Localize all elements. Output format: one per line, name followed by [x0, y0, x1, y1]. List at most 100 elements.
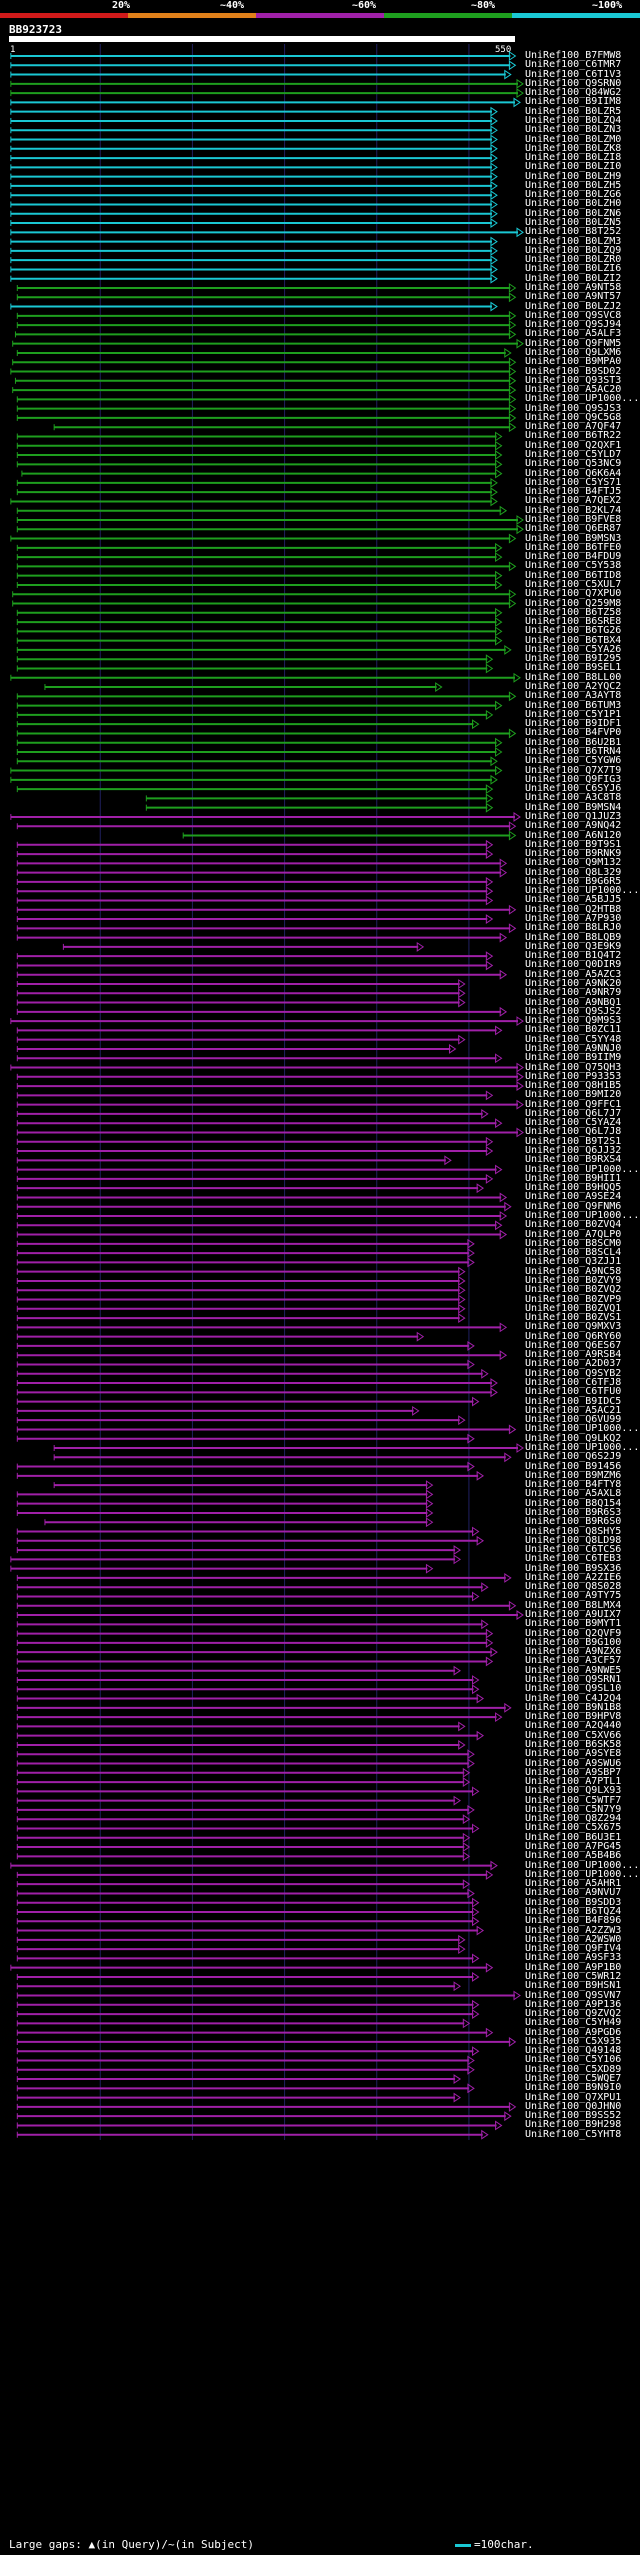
hit-label[interactable]: UniRef100_Q9FNM6 — [525, 1200, 622, 1212]
hit-label[interactable]: UniRef100_Q9LXM6 — [525, 346, 622, 358]
hit-label[interactable]: UniRef100_B9MPA0 — [525, 356, 622, 368]
hit-label[interactable]: UniRef100_C5YLD7 — [525, 449, 622, 461]
hit-label[interactable]: UniRef100_Q7XPU0 — [525, 588, 622, 600]
hit-label[interactable]: UniRef100_B9R6S0 — [525, 1516, 622, 1528]
hit-label[interactable]: UniRef100_Q3E9K9 — [525, 940, 622, 952]
hit-label[interactable]: UniRef100_B9SS52 — [525, 2110, 622, 2122]
hit-label[interactable]: UniRef100_Q9SRN1 — [525, 1674, 622, 1685]
hit-label[interactable]: UniRef100_Q9FIV4 — [525, 1943, 622, 1955]
hit-label[interactable]: UniRef100_Q8LD98 — [525, 1534, 622, 1546]
hit-label[interactable]: UniRef100_Q75QH3 — [525, 1061, 622, 1073]
hit-label[interactable]: UniRef100_B9IDC5 — [525, 1395, 622, 1407]
hit-label[interactable]: UniRef100_A5B4B6 — [525, 1850, 622, 1862]
hit-label[interactable]: UniRef100_Q6ES67 — [525, 1339, 622, 1351]
hit-label[interactable]: UniRef100_Q7XPU1 — [525, 2091, 622, 2103]
hit-label[interactable]: UniRef100_C5WTF7 — [525, 1794, 622, 1806]
hit-label[interactable]: UniRef100_Q259M8 — [525, 597, 622, 609]
hit-label[interactable]: UniRef100_C5XD89 — [525, 2063, 622, 2075]
hit-label[interactable]: UniRef100_Q6S2J9 — [525, 1451, 622, 1463]
hit-label[interactable]: UniRef100_B8LRJ0 — [525, 922, 622, 934]
hit-label[interactable]: UniRef100_B9IIM9 — [525, 1052, 622, 1064]
hit-label[interactable]: UniRef100_B9MYT1 — [525, 1618, 622, 1630]
hit-label[interactable]: UniRef100_B9FVE8 — [525, 514, 622, 525]
hit-label[interactable]: UniRef100_C6TMR7 — [525, 59, 622, 71]
hit-label[interactable]: UniRef100_C6TCS6 — [525, 1544, 622, 1556]
hit-label[interactable]: UniRef100_C5XUL7 — [525, 578, 622, 590]
hit-label[interactable]: UniRef100_B6TQZ4 — [525, 1906, 622, 1917]
hit-label[interactable]: UniRef100_Q9SYB2 — [525, 1367, 622, 1379]
hit-label[interactable]: UniRef100_B9I295 — [525, 653, 622, 665]
hit-label[interactable]: UniRef100_B6TZ58 — [525, 606, 622, 618]
hit-label[interactable]: UniRef100_B9G6R5 — [525, 875, 622, 887]
hit-label[interactable]: UniRef100_B9R6S3 — [525, 1506, 622, 1518]
hit-label[interactable]: UniRef100_A2WSW0 — [525, 1933, 622, 1945]
hit-label[interactable]: UniRef100_B6U2B1 — [525, 736, 622, 748]
hit-label[interactable]: UniRef100_Q9LKQ2 — [525, 1432, 622, 1444]
hit-label[interactable]: UniRef100_Q6RY60 — [525, 1330, 622, 1342]
hit-label[interactable]: UniRef100_B9RNK9 — [525, 848, 622, 860]
hit-label[interactable]: UniRef100_Q8SHY5 — [525, 1525, 622, 1537]
hit-label[interactable]: UniRef100_C6T1V3 — [525, 68, 622, 80]
hit-label[interactable]: UniRef100_B0LZI8 — [525, 152, 622, 164]
hit-label[interactable]: UniRef100_B8LMX4 — [525, 1599, 622, 1611]
hit-label[interactable]: UniRef100_UP1000... — [525, 885, 640, 897]
hit-label[interactable]: UniRef100_Q9LX93 — [525, 1785, 622, 1797]
hit-label[interactable]: UniRef100_Q9FIG3 — [525, 773, 622, 785]
hit-label[interactable]: UniRef100_B9SDD3 — [525, 1896, 622, 1908]
hit-label[interactable]: UniRef100_B9MSN3 — [525, 532, 622, 544]
hit-label[interactable]: UniRef100_C5Y538 — [525, 560, 622, 572]
hit-label[interactable]: UniRef100_A9NQ42 — [525, 820, 622, 832]
hit-label[interactable]: UniRef100_A7P930 — [525, 913, 622, 925]
hit-label[interactable]: UniRef100_C5YS71 — [525, 476, 622, 488]
hit-label[interactable]: UniRef100_B0LZH5 — [525, 179, 622, 191]
hit-label[interactable]: UniRef100_B0LZJ2 — [525, 300, 622, 312]
hit-label[interactable]: UniRef100_A9RSB4 — [525, 1349, 622, 1361]
hit-label[interactable]: UniRef100_A9NT57 — [525, 291, 622, 303]
hit-label[interactable]: UniRef100_B9IDF1 — [525, 718, 622, 730]
hit-label[interactable]: UniRef100_B8LL00 — [525, 671, 622, 683]
hit-label[interactable]: UniRef100_B6TFE0 — [525, 541, 622, 553]
hit-label[interactable]: UniRef100_B6TR22 — [525, 430, 622, 442]
hit-label[interactable]: UniRef100_UP1000... — [525, 393, 640, 405]
hit-label[interactable]: UniRef100_Q3ZJJ1 — [525, 1256, 622, 1268]
hit-label[interactable]: UniRef100_C5N7Y9 — [525, 1803, 622, 1815]
hit-label[interactable]: UniRef100_A9NVU7 — [525, 1887, 622, 1899]
hit-label[interactable]: UniRef100_B8T252 — [525, 226, 622, 238]
hit-label[interactable]: UniRef100_Q9C5G8 — [525, 411, 622, 423]
hit-label[interactable]: UniRef100_B9N9I0 — [525, 2082, 622, 2094]
hit-label[interactable]: UniRef100_A9NZX6 — [525, 1646, 622, 1658]
hit-label[interactable]: UniRef100_C5YA26 — [525, 643, 622, 655]
hit-label[interactable]: UniRef100_B7FMW8 — [525, 50, 622, 61]
hit-label[interactable]: UniRef100_B0LZK8 — [525, 142, 622, 154]
hit-label[interactable]: UniRef100_B9SEL1 — [525, 662, 622, 674]
hit-label[interactable]: UniRef100_A5AC21 — [525, 1404, 622, 1416]
hit-label[interactable]: UniRef100_Q49148 — [525, 2045, 622, 2057]
hit-label[interactable]: UniRef100_A9NNJ0 — [525, 1042, 622, 1054]
hit-label[interactable]: UniRef100_A7PG45 — [525, 1841, 622, 1853]
hit-label[interactable]: UniRef100_A7QLP0 — [525, 1228, 622, 1240]
hit-label[interactable]: UniRef100_A2ZZW3 — [525, 1924, 622, 1936]
hit-label[interactable]: UniRef100_UP1000... — [525, 1423, 640, 1435]
hit-label[interactable]: UniRef100_Q6L7J8 — [525, 1126, 622, 1138]
hit-label[interactable]: UniRef100_B0LZI0 — [525, 161, 622, 173]
hit-label[interactable]: UniRef100_B6U3E1 — [525, 1831, 622, 1843]
hit-label[interactable]: UniRef100_C5YGW6 — [525, 755, 622, 767]
hit-label[interactable]: UniRef100_B9N1B8 — [525, 1701, 622, 1713]
hit-label[interactable]: UniRef100_Q6K6A4 — [525, 467, 622, 479]
hit-label[interactable]: UniRef100_A9SWU6 — [525, 1757, 622, 1769]
hit-label[interactable]: UniRef100_A9SYE8 — [525, 1748, 622, 1760]
hit-label[interactable]: UniRef100_A5AHR1 — [525, 1878, 622, 1890]
hit-label[interactable]: UniRef100_B9T2S1 — [525, 1135, 622, 1147]
hit-label[interactable]: UniRef100_Q6JJ32 — [525, 1145, 622, 1157]
hit-label[interactable]: UniRef100_B9HII1 — [525, 1172, 622, 1184]
hit-label[interactable]: UniRef100_B0ZVY9 — [525, 1274, 622, 1286]
hit-label[interactable]: UniRef100_A9P1B0 — [525, 1961, 622, 1973]
hit-label[interactable]: UniRef100_Q9ZVQ2 — [525, 2008, 622, 2020]
hit-label[interactable]: UniRef100_B9IIM8 — [525, 96, 622, 108]
hit-label[interactable]: UniRef100_A9UIX7 — [525, 1609, 622, 1621]
hit-label[interactable]: UniRef100_Q53NC9 — [525, 458, 622, 470]
hit-label[interactable]: UniRef100_C5WQE7 — [525, 2073, 622, 2085]
hit-label[interactable]: UniRef100_C5YAZ4 — [525, 1117, 622, 1129]
hit-label[interactable]: UniRef100_B0LZH0 — [525, 198, 622, 210]
hit-label[interactable]: UniRef100_B0LZR0 — [525, 254, 622, 266]
